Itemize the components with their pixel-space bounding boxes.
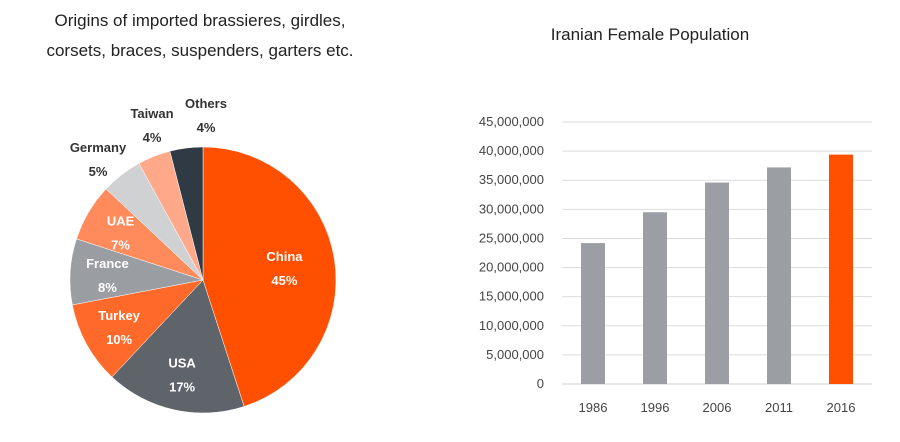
pie-chart-title: Origins of imported brassieres, girdles,…	[0, 6, 400, 66]
bar-chart-panel: Iranian Female Population 0 5,000,000 10,0…	[440, 0, 900, 442]
y-tick-label: 20,000,000	[479, 260, 544, 275]
y-tick-label: 0	[537, 376, 544, 391]
pie-value-label-others: 4%	[197, 120, 216, 135]
pie-value-label-china: 45%	[271, 273, 297, 288]
pie-label-taiwan: Taiwan	[130, 106, 173, 121]
pie-label-uae: UAE	[107, 213, 135, 228]
y-tick-label: 45,000,000	[479, 114, 544, 129]
pie-value-label-turkey: 10%	[106, 332, 132, 347]
y-tick-label: 40,000,000	[479, 143, 544, 158]
pie-slice-turkey	[72, 279, 204, 378]
x-tick-label-1996: 1996	[641, 400, 670, 415]
bar-2006	[705, 182, 729, 384]
pie-label-usa: USA	[168, 355, 196, 370]
pie-chart-panel: Origins of imported brassieres, girdles,…	[0, 0, 420, 442]
x-tick-label-1986: 1986	[579, 400, 608, 415]
y-tick-label: 15,000,000	[479, 289, 544, 304]
bar-chart-title: Iranian Female Population	[550, 25, 750, 44]
pie-value-label-germany: 5%	[89, 164, 108, 179]
pie-label-others: Others	[185, 96, 227, 111]
bar-2011	[767, 167, 791, 384]
y-tick-label: 25,000,000	[479, 230, 544, 245]
pie-title-line-1: Origins of imported brassieres, girdles,	[54, 11, 346, 30]
pie-value-label-usa: 17%	[169, 379, 195, 394]
pie-label-china: China	[266, 249, 303, 264]
y-tick-label: 10,000,000	[479, 318, 544, 333]
bar-1986	[581, 243, 605, 384]
pie-slice-china	[202, 146, 337, 407]
pie-title-line-2: corsets, braces, suspenders, garters etc…	[46, 41, 354, 60]
pie-label-turkey: Turkey	[98, 308, 140, 323]
y-tick-label: 30,000,000	[479, 201, 544, 216]
pie-label-france: France	[86, 256, 129, 271]
pie-slice-others	[169, 146, 204, 281]
pie-value-label-uae: 7%	[111, 237, 130, 252]
pie-value-label-france: 8%	[98, 280, 117, 295]
y-tick-label: 5,000,000	[486, 347, 544, 362]
bar-1996	[643, 212, 667, 384]
bar-chart: 0 5,000,000 10,000,000 15,000,000 20,000,000…	[479, 114, 872, 415]
x-tick-label-2016: 2016	[827, 400, 856, 415]
pie-chart: China 45% USA 17% Turkey 10% France 8% UAE 7% Germ…	[69, 96, 337, 414]
x-tick-label-2011: 2011	[765, 400, 793, 415]
pie-label-germany: Germany	[70, 140, 127, 155]
pie-value-label-taiwan: 4%	[143, 130, 162, 145]
y-tick-label: 35,000,000	[479, 172, 544, 187]
bar-2016	[829, 154, 853, 384]
pie-slice-usa	[111, 279, 245, 414]
x-tick-label-2006: 2006	[703, 400, 732, 415]
